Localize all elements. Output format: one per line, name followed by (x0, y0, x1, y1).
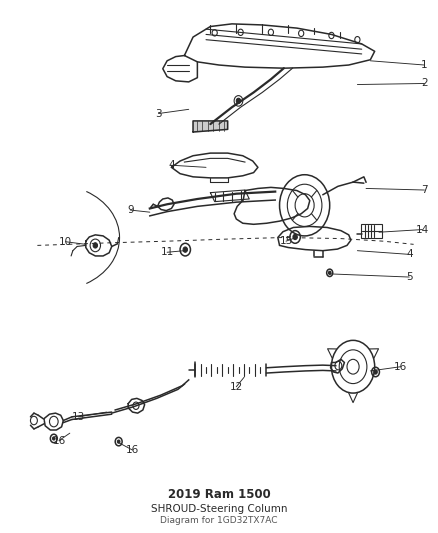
Text: 4: 4 (406, 249, 413, 260)
Text: 11: 11 (160, 247, 174, 257)
Text: 14: 14 (416, 224, 429, 235)
Circle shape (293, 235, 297, 240)
Text: 16: 16 (126, 445, 139, 455)
Text: 16: 16 (394, 362, 407, 372)
Text: 2019 Ram 1500: 2019 Ram 1500 (168, 488, 270, 501)
Text: 15: 15 (279, 236, 293, 246)
Text: 7: 7 (421, 185, 428, 195)
Text: 9: 9 (127, 205, 134, 215)
Text: 10: 10 (59, 237, 72, 247)
Text: 5: 5 (406, 272, 413, 282)
Circle shape (236, 98, 240, 103)
Text: 1: 1 (421, 60, 428, 70)
Text: 13: 13 (72, 412, 85, 422)
Text: 3: 3 (155, 109, 162, 118)
Text: 12: 12 (230, 382, 243, 392)
Circle shape (117, 440, 120, 443)
Circle shape (328, 271, 331, 274)
Circle shape (93, 243, 98, 248)
Circle shape (183, 247, 187, 252)
Text: 16: 16 (53, 435, 66, 446)
Polygon shape (193, 121, 228, 132)
Circle shape (53, 437, 55, 440)
Text: SHROUD-Steering Column: SHROUD-Steering Column (151, 504, 287, 514)
Text: 4: 4 (168, 160, 175, 170)
Circle shape (374, 370, 377, 374)
Text: 2: 2 (421, 78, 428, 88)
Text: Diagram for 1GD32TX7AC: Diagram for 1GD32TX7AC (160, 516, 278, 525)
